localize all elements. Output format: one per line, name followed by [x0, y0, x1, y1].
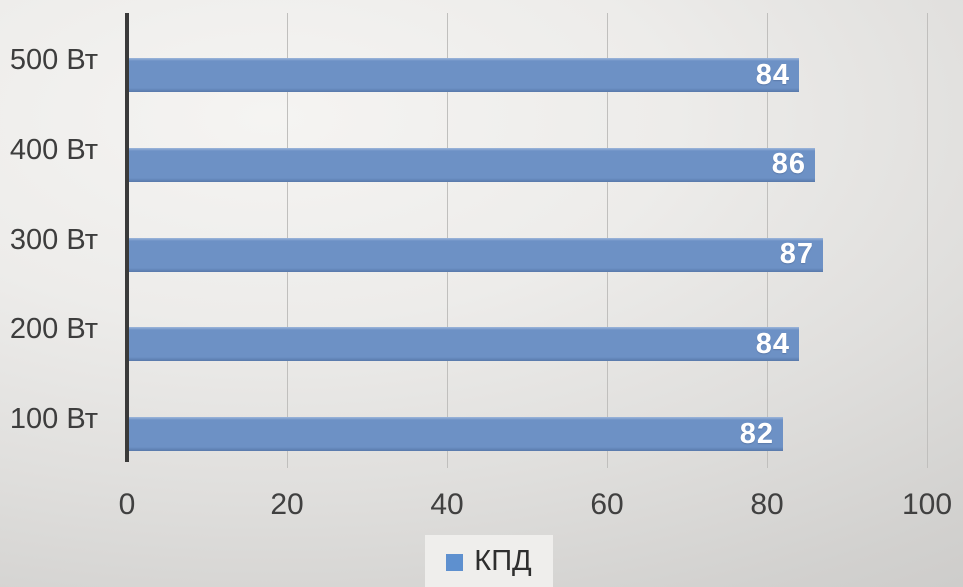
category-label: 300 Вт	[9, 223, 98, 256]
x-tick-label: 100	[901, 488, 953, 521]
y-axis-line	[125, 13, 129, 462]
bar-300 Вт: 87	[129, 237, 823, 272]
x-tick-label: 40	[430, 488, 464, 521]
bar-100 Вт: 82	[129, 417, 783, 452]
x-tick-label: 0	[118, 488, 136, 521]
bar-400 Вт: 86	[129, 147, 815, 182]
x-tick-label: 80	[750, 488, 784, 521]
bar-value-label: 84	[755, 58, 790, 91]
legend-series-swatch-icon	[446, 553, 464, 571]
bar-value-label: 87	[779, 238, 814, 271]
x-tick-label: 60	[590, 488, 624, 521]
gridline-x-100	[927, 13, 928, 468]
legend: КПД	[425, 535, 553, 587]
category-label: 100 Вт	[9, 403, 98, 436]
legend-series-label: КПД	[474, 544, 532, 577]
bar-value-label: 82	[739, 417, 774, 450]
category-label: 500 Вт	[9, 44, 98, 76]
category-label: 400 Вт	[9, 133, 98, 166]
bar-value-label: 84	[755, 327, 790, 360]
x-tick-label: 20	[270, 488, 304, 521]
bar-value-label: 86	[771, 148, 806, 181]
bar-500 Вт: 84	[129, 58, 799, 92]
bar-200 Вт: 84	[129, 327, 799, 362]
category-label: 200 Вт	[9, 313, 98, 346]
